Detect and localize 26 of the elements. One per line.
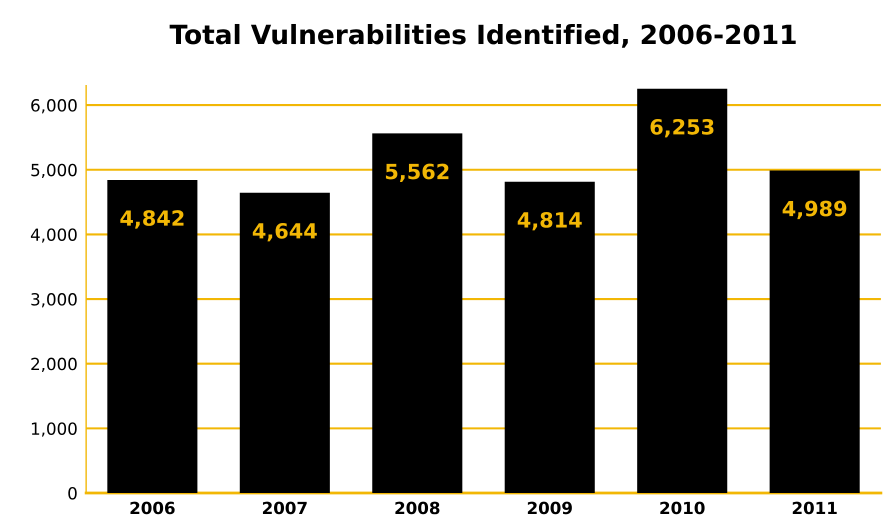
data-label: 4,989 — [782, 200, 846, 220]
x-tick-label: 2008 — [395, 502, 440, 514]
x-tick-label: 2010 — [660, 502, 705, 514]
x-tick-label: 2011 — [792, 502, 837, 514]
x-tick-label: 2007 — [262, 502, 307, 514]
data-label: 5,562 — [386, 164, 448, 182]
bar — [504, 182, 595, 494]
data-label: 4,842 — [120, 210, 184, 229]
y-tick-label: 2,000 — [31, 358, 77, 372]
data-label: 4,644 — [252, 222, 317, 242]
bar — [637, 88, 728, 494]
y-tick-label: 6,000 — [31, 99, 77, 114]
x-tick-label: 2009 — [528, 502, 572, 514]
x-tick-label: 2006 — [130, 502, 175, 514]
data-label: 4,814 — [518, 212, 582, 230]
y-tick-label: 4,000 — [30, 228, 77, 243]
bar — [240, 192, 330, 494]
y-tick-label: 1,000 — [32, 422, 77, 437]
bar — [107, 180, 198, 494]
bar — [770, 170, 860, 494]
y-tick-label: 3,000 — [31, 293, 77, 308]
chart-title: Total Vulnerabilities Identified, 2006-2011 — [170, 24, 796, 48]
bar — [372, 133, 462, 494]
y-tick-label: 5,000 — [31, 164, 77, 178]
y-tick-label: 0 — [68, 486, 77, 500]
data-label: 6,253 — [650, 118, 714, 138]
